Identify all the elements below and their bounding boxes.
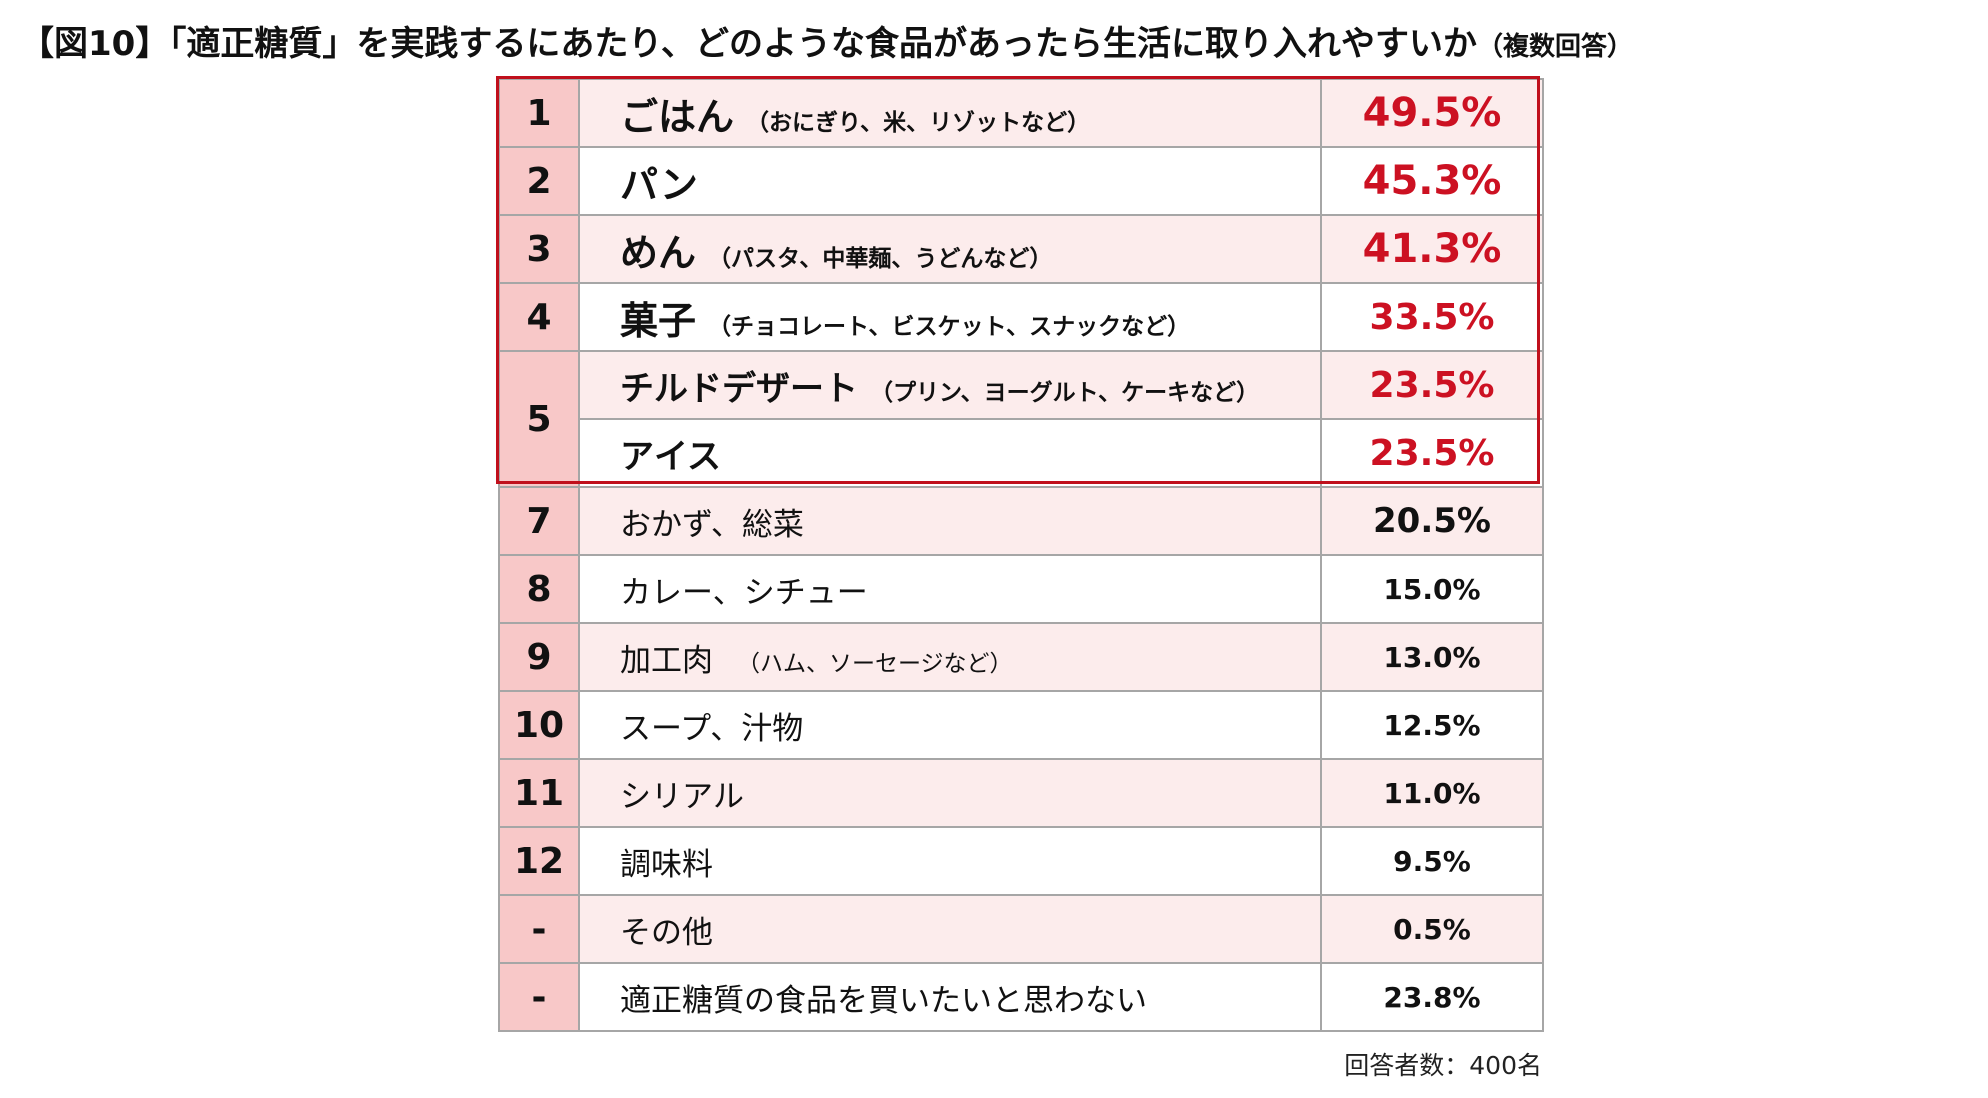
item-cell: 加工肉 （ハム、ソーセージなど）: [578, 622, 1322, 692]
item-cell: パン: [578, 146, 1322, 216]
percentage-value: 12.5%: [1320, 690, 1544, 760]
chart-title-main: 【図10】「適正糖質」を実践するにあたり、どのような食品があったら生活に取り入れ…: [20, 24, 1477, 64]
item-label: アイス: [620, 436, 721, 477]
percentage-value: 20.5%: [1320, 486, 1544, 556]
item-cell: スープ、汁物: [578, 690, 1322, 760]
table-row: - 適正糖質の食品を買いたいと思わない 23.8%: [498, 962, 1544, 1032]
table-row: 10 スープ、汁物 12.5%: [498, 690, 1544, 760]
rank-cell: 10: [498, 690, 580, 760]
item-cell: 調味料: [578, 826, 1322, 896]
item-cell: めん （パスタ、中華麺、うどんなど）: [578, 214, 1322, 284]
respondent-count: 回答者数：400名: [1344, 1051, 1542, 1080]
item-label: 適正糖質の食品を買いたいと思わない: [620, 982, 1147, 1019]
item-label: めん: [620, 230, 697, 275]
table-row: 4 菓子 （チョコレート、ビスケット、スナックなど） 33.5%: [498, 282, 1544, 352]
percentage-value: 9.5%: [1320, 826, 1544, 896]
item-cell: その他: [578, 894, 1322, 964]
rank-cell: 4: [498, 282, 580, 352]
rank-cell: 1: [498, 78, 580, 148]
table-row: アイス 23.5%: [499, 418, 1544, 488]
item-note: （チョコレート、ビスケット、スナックなど）: [708, 313, 1191, 340]
rank-cell: 2: [498, 146, 580, 216]
rank-cell: 3: [498, 214, 580, 284]
percentage-value: 23.5%: [1320, 418, 1544, 488]
item-label: 調味料: [620, 846, 713, 883]
item-cell: おかず、総菜: [578, 486, 1322, 556]
table-row: - その他 0.5%: [498, 894, 1544, 964]
table-row: 3 めん （パスタ、中華麺、うどんなど） 41.3%: [498, 214, 1544, 284]
table-row: 1 ごはん （おにぎり、米、リゾットなど） 49.5%: [498, 78, 1544, 148]
percentage-value: 49.5%: [1320, 78, 1544, 148]
rank-cell: 5: [498, 350, 580, 488]
percentage-value: 45.3%: [1320, 146, 1544, 216]
item-label: チルドデザート: [620, 368, 858, 409]
table-row: 5 チルドデザート （プリン、ヨーグルト、ケーキなど） 23.5%: [498, 350, 1544, 488]
table-row: 8 カレー、シチュー 15.0%: [498, 554, 1544, 624]
item-cell: カレー、シチュー: [578, 554, 1322, 624]
item-cell: 適正糖質の食品を買いたいと思わない: [578, 962, 1322, 1032]
item-label: シリアル: [620, 778, 744, 815]
chart-title-sub: （複数回答）: [1476, 32, 1633, 62]
table-row: 9 加工肉 （ハム、ソーセージなど） 13.0%: [498, 622, 1544, 692]
percentage-value: 41.3%: [1320, 214, 1544, 284]
rank-cell: 12: [498, 826, 580, 896]
item-label: 加工肉: [620, 642, 713, 679]
ranking-table: 1 ごはん （おにぎり、米、リゾットなど） 49.5% 2 パン 45.3% 3 …: [498, 78, 1544, 1032]
item-note: （パスタ、中華麺、うどんなど）: [708, 245, 1053, 272]
table-row: 11 シリアル 11.0%: [498, 758, 1544, 828]
item-cell: アイス: [578, 418, 1322, 488]
item-label: おかず、総菜: [620, 506, 804, 543]
chart-title: 【図10】「適正糖質」を実践するにあたり、どのような食品があったら生活に取り入れ…: [20, 14, 1970, 74]
table-row: 12 調味料 9.5%: [498, 826, 1544, 896]
percentage-value: 0.5%: [1320, 894, 1544, 964]
table-row: 7 おかず、総菜 20.5%: [498, 486, 1544, 556]
item-label: カレー、シチュー: [620, 574, 868, 611]
percentage-value: 23.5%: [1320, 350, 1544, 420]
percentage-value: 15.0%: [1320, 554, 1544, 624]
percentage-value: 11.0%: [1320, 758, 1544, 828]
item-cell: チルドデザート （プリン、ヨーグルト、ケーキなど）: [578, 350, 1322, 420]
rank-cell: 8: [498, 554, 580, 624]
table-row: 2 パン 45.3%: [498, 146, 1544, 216]
item-label: その他: [620, 914, 713, 951]
item-label: 菓子: [620, 298, 697, 343]
rank-cell: 7: [498, 486, 580, 556]
item-note: （おにぎり、米、リゾットなど）: [746, 109, 1091, 136]
item-label: ごはん: [620, 94, 735, 139]
item-cell: 菓子 （チョコレート、ビスケット、スナックなど）: [578, 282, 1322, 352]
percentage-value: 33.5%: [1320, 282, 1544, 352]
rank-cell: -: [498, 962, 580, 1032]
rank-cell: 11: [498, 758, 580, 828]
rank-cell: -: [498, 894, 580, 964]
percentage-value: 13.0%: [1320, 622, 1544, 692]
item-note: （プリン、ヨーグルト、ケーキなど）: [870, 379, 1260, 406]
rank-cell: 9: [498, 622, 580, 692]
item-cell: ごはん （おにぎり、米、リゾットなど）: [578, 78, 1322, 148]
item-cell: シリアル: [578, 758, 1322, 828]
item-label: スープ、汁物: [620, 710, 804, 747]
item-note: （ハム、ソーセージなど）: [737, 650, 1013, 677]
percentage-value: 23.8%: [1320, 962, 1544, 1032]
item-label: パン: [620, 162, 698, 207]
